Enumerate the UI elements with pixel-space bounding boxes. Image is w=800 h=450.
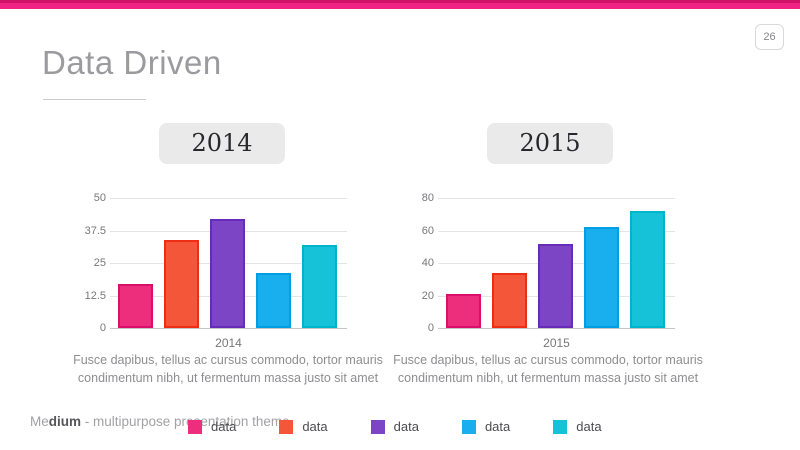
bar-pink [446, 293, 481, 328]
y-tick-label: 80 [421, 192, 434, 204]
x-axis-line [110, 328, 347, 329]
legend-swatch-pink [188, 419, 202, 434]
y-tick-label: 12.5 [84, 289, 106, 302]
year-badge-2014: 2014 [159, 123, 285, 164]
y-tick-label: 25 [93, 257, 106, 269]
y-tick-label: 0 [427, 322, 434, 334]
gridline [438, 230, 675, 232]
gridline [110, 198, 347, 199]
legend-swatch-cyan [553, 419, 568, 434]
legend-swatch-blue [461, 419, 476, 434]
y-tick-label: 60 [421, 224, 434, 237]
y-tick-label: 20 [421, 289, 434, 302]
legend-item-blue: data [461, 419, 511, 434]
legend-swatch-purple [370, 419, 385, 434]
gridline [438, 198, 675, 199]
bar-purple [538, 243, 573, 328]
bar-pink [118, 283, 153, 328]
legend-item-purple: data [370, 419, 419, 434]
x-axis-label-2014: 2014 [215, 336, 242, 350]
x-axis-label-2015: 2015 [543, 336, 570, 350]
bar-blue [256, 273, 291, 328]
plot-area: 0 20 40 60 80 [422, 192, 675, 334]
slide-number-badge: 26 [755, 24, 784, 50]
legend-label: data [576, 419, 602, 434]
y-tick-label: 40 [421, 257, 434, 269]
y-tick-label: 50 [93, 192, 106, 204]
legend-item-orange: data [279, 419, 328, 434]
legend-item-cyan: data [553, 419, 602, 434]
chart-legend: data data data data data [188, 419, 602, 434]
legend-swatch-orange [279, 419, 294, 434]
footer-brand-bold: dium [48, 414, 82, 429]
bar-chart-2015: 0 20 40 60 80 [398, 192, 675, 334]
bars-group [438, 198, 675, 328]
footer-brand-light: Me [30, 414, 49, 429]
legend-item-pink: data [188, 419, 236, 434]
footer-credit: Medium - multipurpose presentation theme [30, 414, 290, 429]
plot-area: 0 12.5 25 37.5 50 [85, 192, 347, 334]
chart-caption-2015: Fusce dapibus, tellus ac cursus commodo,… [393, 353, 703, 386]
legend-label: data [393, 419, 419, 434]
legend-label: data [211, 419, 237, 434]
bar-blue [584, 227, 619, 328]
footer-tagline: - multipurpose presentation theme [81, 414, 290, 429]
bar-cyan [630, 211, 665, 328]
legend-label: data [302, 419, 328, 434]
bar-cyan [302, 244, 337, 328]
bar-chart-2014: 0 12.5 25 37.5 50 [70, 192, 347, 334]
chart-caption-2014: Fusce dapibus, tellus ac cursus commodo,… [73, 353, 383, 386]
bars-group [110, 198, 347, 328]
x-axis-line [438, 328, 675, 329]
bar-orange [492, 272, 527, 328]
legend-label: data [484, 419, 511, 434]
year-badge-2015: 2015 [487, 123, 613, 164]
title-underline [43, 99, 146, 100]
bar-purple [210, 218, 245, 328]
bar-orange [164, 239, 199, 328]
page-title: Data Driven [42, 44, 222, 81]
y-tick-label: 0 [99, 322, 106, 334]
accent-top-bar [0, 0, 800, 9]
y-tick-label: 37.5 [84, 224, 106, 237]
